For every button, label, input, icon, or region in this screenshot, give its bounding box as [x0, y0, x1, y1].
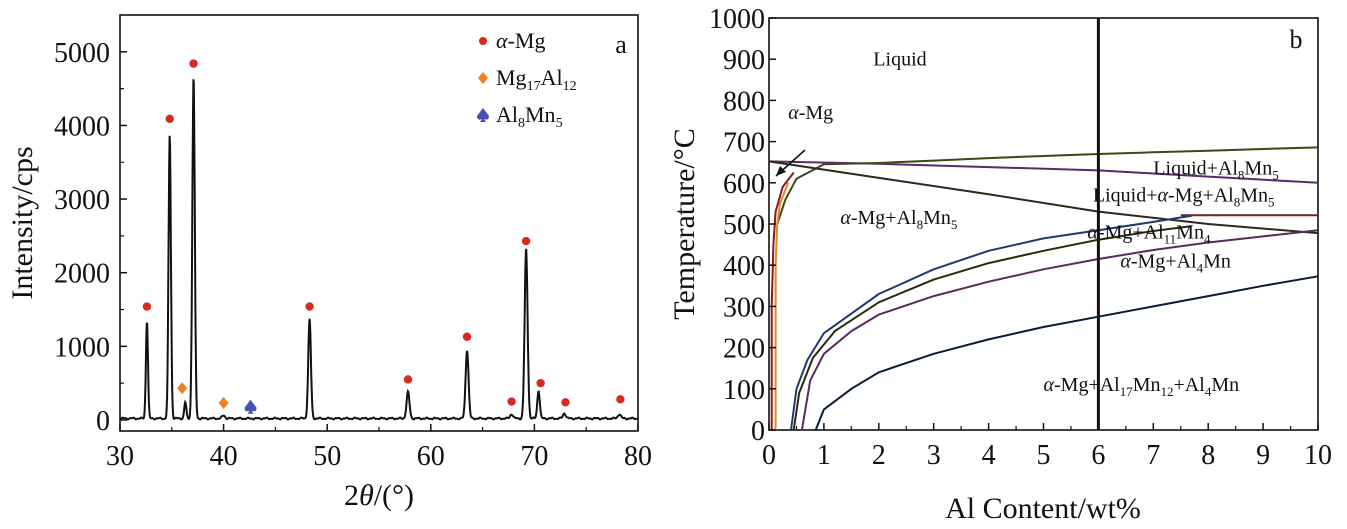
phase-y-tick-label: 300: [723, 292, 765, 323]
alpha-mg-peak-marker: [189, 59, 198, 68]
xrd-y-tick-label: 4000: [54, 111, 110, 142]
alpha-mg-peak-marker: [305, 302, 314, 311]
phase-y-tick-label: 900: [723, 45, 765, 76]
phase-boundary-curve: [800, 229, 1319, 431]
panel-b-label: b: [1290, 25, 1303, 54]
legend-al8mn5-label: Al8Mn5: [496, 102, 563, 131]
legend-al8mn5-marker: [477, 108, 489, 122]
al8mn5-peak-marker: [244, 399, 257, 414]
xrd-y-tick-label: 2000: [54, 259, 110, 290]
xrd-x-tick-label: 30: [106, 441, 134, 472]
xrd-legend: α-Mg Mg17Al12 Al8Mn5: [477, 28, 577, 131]
phase-y-tick-label: 100: [723, 375, 765, 406]
xrd-x-tick-label: 70: [520, 441, 548, 472]
phase-region-label: α-Mg+Al8Mn5: [840, 207, 957, 232]
legend-mg17al12-marker: [478, 72, 488, 84]
alpha-mg-peak-marker: [521, 236, 531, 246]
phase-x-tick-label: 8: [1201, 440, 1215, 471]
xrd-x-tick-label: 40: [210, 441, 238, 472]
phase-region-label: Liquid+Al8Mn5: [1153, 158, 1278, 183]
alpha-mg-arrowhead: [776, 166, 786, 176]
phase-region-label: Liquid+α-Mg+Al8Mn5: [1093, 184, 1275, 209]
phase-boundary-curve: [776, 146, 1319, 225]
xrd-x-tick-label: 50: [313, 441, 341, 472]
legend-alpha-mg-marker: [479, 37, 487, 45]
alpha-mg-peak-marker: [536, 378, 545, 388]
phase-y-tick-label: 700: [723, 128, 765, 159]
alpha-mg-peak-marker: [507, 397, 516, 406]
phase-region-label: α-Mg+Al17Mn12+Al4Mn: [1044, 374, 1240, 399]
mg17al12-peak-marker: [218, 397, 229, 410]
xrd-y-tick-label: 3000: [54, 185, 110, 216]
xrd-x-tick-label: 80: [624, 441, 652, 472]
xrd-chart: 30 40 50 60 70 80 0 1000 2000 3000 4000 5000 2θ/(°)…: [6, 14, 652, 512]
panel-a-label: a: [615, 30, 627, 59]
xrd-pattern-line: [119, 79, 639, 421]
phase-region-label: α-Mg: [788, 102, 833, 124]
xrd-x-axis-label: 2θ/(°): [344, 479, 414, 512]
phase-y-tick-label: 200: [723, 334, 765, 365]
xrd-y-axis-label: Intensity/cps: [6, 146, 39, 299]
phase-x-tick-label: 2: [872, 440, 886, 471]
phase-region-label: α-Mg+Al11Mn4: [1087, 221, 1211, 246]
xrd-x-tick-label: 60: [417, 441, 445, 472]
phase-y-tick-label: 500: [723, 210, 765, 241]
alpha-mg-peak-marker: [561, 398, 570, 407]
phase-x-tick-label: 10: [1304, 440, 1332, 471]
alpha-mg-peak-marker: [142, 302, 152, 311]
phase-boundary-curve: [814, 275, 1319, 431]
phase-x-tick-label: 5: [1037, 440, 1051, 471]
phase-x-tick-label: 7: [1146, 440, 1160, 471]
phase-x-tick-label: 0: [762, 440, 776, 471]
alpha-mg-peak-marker: [403, 375, 413, 384]
mg17al12-peak-marker: [177, 382, 188, 395]
xrd-y-tick-label: 1000: [54, 332, 110, 363]
phase-y-tick-label: 600: [723, 169, 765, 200]
xrd-y-tick-label: 0: [96, 406, 110, 437]
phase-y-tick-label: 800: [723, 86, 765, 117]
phase-x-tick-label: 4: [982, 440, 996, 471]
phase-x-tick-label: 9: [1256, 440, 1270, 471]
phase-y-tick-label: 1000: [709, 4, 765, 35]
phase-boundary-curve: [774, 182, 790, 430]
phase-x-tick-label: 1: [817, 440, 831, 471]
phase-boundary-curve: [792, 225, 1192, 431]
phase-y-tick-label: 0: [751, 416, 765, 447]
legend-alpha-mg-label: α-Mg: [496, 28, 545, 53]
phase-boundary-curve: [790, 214, 1192, 431]
phase-y-axis-label: Temperature/°C: [668, 128, 701, 319]
xrd-y-tick-label: 5000: [54, 38, 110, 69]
phase-x-tick-label: 3: [927, 440, 941, 471]
phase-y-tick-label: 400: [723, 251, 765, 282]
phase-x-axis-label: Al Content/wt%: [945, 492, 1141, 525]
phase-region-label: α-Mg+Al4Mn: [1120, 250, 1231, 275]
alpha-mg-peak-marker: [165, 114, 174, 124]
phase-diagram-chart: 0 1 2 3 4 5 6 7 8 9 100100200300400500600700800900…: [668, 4, 1332, 525]
phase-boundary-curve: [768, 160, 1319, 235]
phase-boundary-curve: [770, 171, 795, 430]
alpha-mg-peak-marker: [616, 395, 625, 404]
phase-x-tick-label: 6: [1091, 440, 1105, 471]
legend-mg17al12-label: Mg17Al12: [496, 65, 577, 94]
alpha-mg-peak-marker: [462, 332, 472, 341]
phase-region-label: Liquid: [873, 48, 926, 70]
